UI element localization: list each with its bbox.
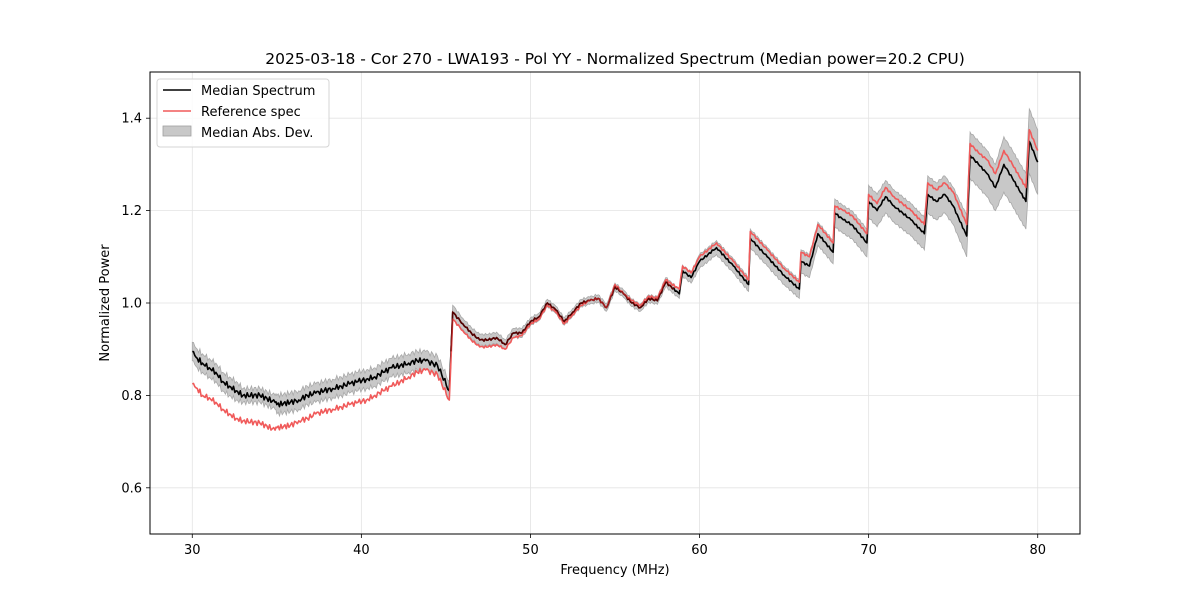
chart-title: 2025-03-18 - Cor 270 - LWA193 - Pol YY -…: [265, 50, 965, 68]
reference-spec-line: [192, 129, 1039, 431]
x-axis: 30 40 50 60 70 80: [184, 534, 1046, 558]
legend-mad-swatch: [162, 125, 192, 137]
x-tick-label: 50: [522, 543, 539, 558]
legend-mad-label: Median Abs. Dev.: [201, 126, 313, 141]
x-axis-label: Frequency (MHz): [560, 563, 669, 578]
series-layer: [192, 129, 1039, 431]
y-tick-label: 1.0: [121, 297, 142, 312]
y-tick-label: 0.6: [121, 481, 142, 496]
y-axis-label: Normalized Power: [98, 244, 113, 362]
median-spectrum-overlap: [450, 281, 675, 352]
legend-median-label: Median Spectrum: [201, 84, 315, 99]
legend-reference-label: Reference spec: [201, 105, 301, 120]
x-tick-label: 70: [860, 543, 877, 558]
x-tick-label: 30: [184, 543, 201, 558]
median-spectrum-line: [192, 140, 1039, 408]
y-tick-label: 0.8: [121, 389, 142, 404]
x-tick-label: 60: [691, 543, 708, 558]
legend-box: [156, 78, 330, 148]
y-tick-label: 1.2: [121, 204, 142, 219]
x-tick-label: 40: [353, 543, 370, 558]
x-tick-label: 80: [1029, 543, 1046, 558]
mad-band: [191, 107, 1039, 418]
mad-band-layer: [191, 107, 1039, 418]
y-tick-label: 1.4: [121, 112, 142, 127]
legend: Median Spectrum Reference spec Median Ab…: [156, 78, 330, 148]
y-axis: 0.6 0.8 1.0 1.2 1.4: [121, 112, 150, 496]
